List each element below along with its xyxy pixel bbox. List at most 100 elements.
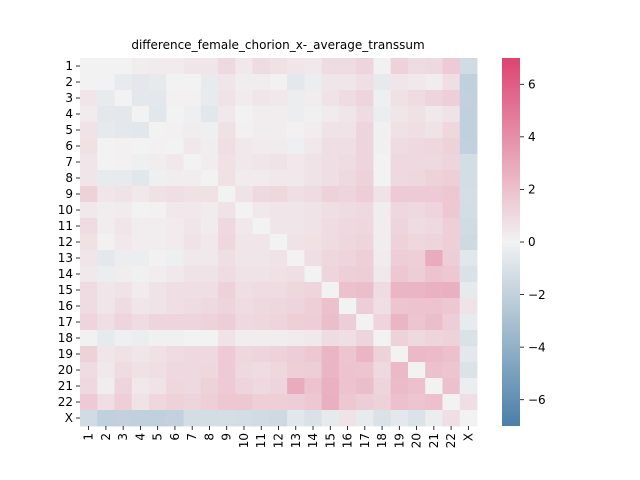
heatmap-cell — [114, 378, 133, 395]
heatmap-cell — [183, 378, 202, 395]
heatmap-cell — [149, 170, 167, 187]
heatmap-cell — [114, 122, 133, 139]
heatmap-cell — [166, 106, 184, 123]
heatmap-cell — [304, 314, 323, 331]
y-tick-label: 15 — [58, 283, 73, 297]
heatmap-cell — [269, 74, 288, 91]
heatmap-cell — [149, 362, 167, 379]
heatmap-cell — [235, 250, 254, 267]
heatmap-cell — [80, 298, 98, 315]
heatmap-cell — [356, 378, 374, 395]
heatmap-cell — [114, 170, 133, 187]
heatmap-cell — [235, 298, 254, 315]
heatmap-cell — [131, 58, 150, 75]
y-tick-label: 9 — [65, 187, 73, 201]
heatmap-cell — [149, 266, 167, 283]
heatmap-cell — [373, 298, 392, 315]
heatmap-cell — [97, 58, 115, 75]
heatmap-cell — [304, 362, 323, 379]
heatmap-cell — [356, 346, 374, 363]
heatmap-cell — [166, 202, 184, 219]
heatmap-cell — [80, 138, 98, 155]
heatmap-cell — [425, 378, 443, 395]
heatmap-cell — [407, 282, 426, 299]
heatmap-cell — [287, 378, 305, 395]
heatmap-cell — [338, 74, 357, 91]
heatmap-cell — [114, 282, 133, 299]
heatmap-cell — [356, 298, 374, 315]
heatmap-cell — [338, 362, 357, 379]
heatmap-cell — [338, 330, 357, 347]
heatmap-cell — [356, 234, 374, 251]
heatmap-cell — [149, 314, 167, 331]
heatmap-cell — [356, 106, 374, 123]
heatmap-cell — [97, 346, 115, 363]
heatmap-cell — [252, 250, 271, 267]
heatmap-cell — [407, 74, 426, 91]
heatmap-cell — [269, 250, 288, 267]
heatmap-cell — [442, 234, 461, 251]
heatmap-cell — [407, 170, 426, 187]
heatmap-cell — [149, 298, 167, 315]
heatmap-cell — [425, 282, 443, 299]
heatmap-cell — [131, 234, 150, 251]
heatmap-cell — [149, 186, 167, 203]
heatmap-cell — [442, 378, 461, 395]
heatmap-cell — [442, 410, 461, 427]
heatmap-cell — [131, 394, 150, 411]
heatmap-cell — [252, 362, 271, 379]
heatmap-cell — [149, 106, 167, 123]
y-tick-label: 13 — [58, 251, 73, 265]
heatmap-cell — [218, 394, 236, 411]
heatmap-cell — [304, 106, 323, 123]
x-tick-label: 1 — [82, 433, 96, 441]
heatmap-cell — [149, 202, 167, 219]
heatmap-cell — [442, 90, 461, 107]
heatmap-cell — [149, 346, 167, 363]
x-tick-label: 10 — [237, 433, 251, 448]
heatmap-cell — [459, 394, 478, 411]
heatmap-cell — [407, 218, 426, 235]
heatmap-cell — [114, 346, 133, 363]
heatmap-cell — [166, 186, 184, 203]
heatmap-cell — [80, 330, 98, 347]
heatmap-cell — [252, 202, 271, 219]
heatmap-cell — [131, 186, 150, 203]
heatmap-cell — [269, 314, 288, 331]
heatmap-cell — [166, 90, 184, 107]
heatmap-cell — [442, 266, 461, 283]
heatmap-cell — [80, 122, 98, 139]
heatmap-cell — [200, 74, 219, 91]
x-tick-label: 19 — [392, 433, 406, 448]
heatmap-cell — [356, 90, 374, 107]
heatmap-cell — [149, 122, 167, 139]
heatmap-cell — [166, 58, 184, 75]
heatmap-cell — [287, 106, 305, 123]
heatmap-cell — [235, 202, 254, 219]
y-tick-label: 20 — [58, 363, 73, 377]
heatmap-cell — [338, 394, 357, 411]
heatmap-cell — [235, 282, 254, 299]
heatmap-cell — [114, 90, 133, 107]
x-tick-label: 16 — [341, 433, 355, 448]
heatmap-cell — [218, 346, 236, 363]
heatmap-cell — [183, 394, 202, 411]
x-axis-ticks: 1 2 3 4 5 6 7 8 9 10 11 12 13 14 15 16 17 18 19 20 21 22 X — [82, 426, 475, 448]
heatmap-cell — [235, 314, 254, 331]
heatmap-cell — [200, 314, 219, 331]
heatmap-cell — [459, 298, 478, 315]
heatmap-cell — [442, 138, 461, 155]
heatmap-cell — [459, 234, 478, 251]
heatmap-cell — [218, 362, 236, 379]
heatmap-cell — [407, 346, 426, 363]
heatmap-cell — [373, 154, 392, 171]
heatmap-cell — [269, 138, 288, 155]
heatmap-cell — [114, 298, 133, 315]
heatmap-cell — [287, 330, 305, 347]
heatmap-cell — [356, 154, 374, 171]
heatmap-cell — [183, 282, 202, 299]
heatmap-cell — [356, 218, 374, 235]
heatmap-cell — [338, 378, 357, 395]
heatmap-cell — [321, 298, 340, 315]
x-tick-label: 4 — [133, 433, 147, 441]
